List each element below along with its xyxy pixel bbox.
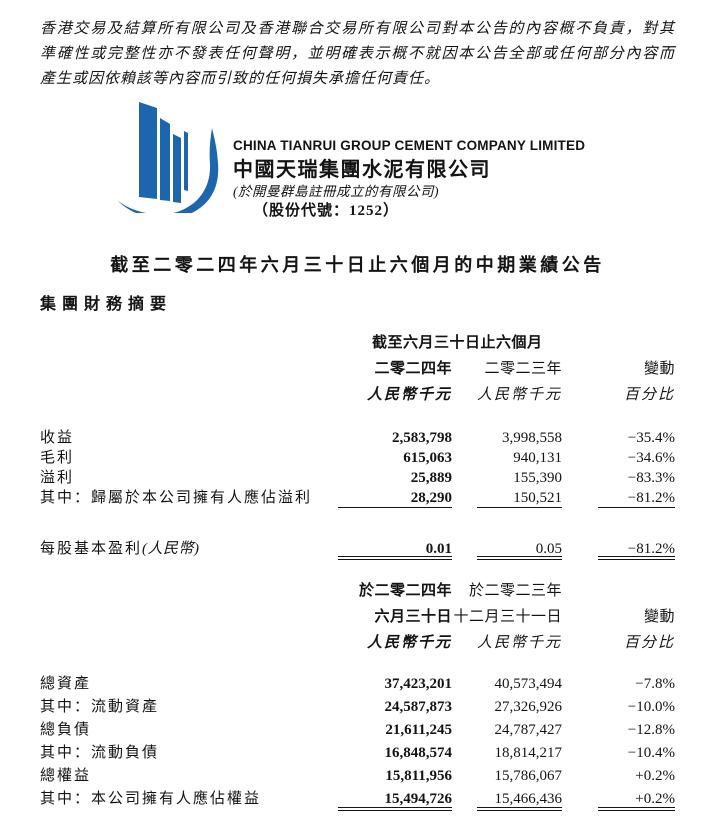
row-label: 毛利 xyxy=(40,450,75,466)
company-header: CHINA TIANRUI GROUP CEMENT COMPANY LIMIT… xyxy=(115,101,675,226)
change-value: −81.2% xyxy=(598,488,675,508)
disclaimer-line: 準確性或完整性亦不發表任何聲明，並明確表示概不就因本公告全部或任何部分內容而 xyxy=(40,46,675,62)
column-header-asof-2023: 於二零二三年 xyxy=(468,583,562,599)
value-prior: 15,786,067 xyxy=(494,768,563,784)
table-row: 總資產 37,423,201 40,573,494 −7.8% xyxy=(40,673,675,696)
row-label: 其中：流動資產 xyxy=(40,699,160,715)
row-label: 收益 xyxy=(40,430,75,446)
column-header-row: 於二零二四年 於二零二三年 xyxy=(40,578,675,604)
units-row: 人民幣千元 人民幣千元 百分比 xyxy=(40,630,675,656)
row-label: 總權益 xyxy=(40,768,92,784)
logo-bar-icon xyxy=(184,131,188,191)
value-current: 615,063 xyxy=(403,450,452,466)
disclaimer-line: 產生或因依賴該等內容而引致的任何損失承擔任何責任。 xyxy=(40,71,441,87)
income-summary-table: 截至六月三十日止六個月 二零二四年 二零二三年 變動 人民幣千元 人民幣千元 百… xyxy=(40,330,675,560)
section-heading: 集團財務摘要 xyxy=(40,296,173,313)
table-row: 總負債 21,611,245 24,787,427 −12.8% xyxy=(40,719,675,742)
row-label: 其中：流動負債 xyxy=(40,745,160,761)
table-row: 收益 2,583,798 3,998,558 −35.4% xyxy=(40,428,675,448)
value-current: 0.01 xyxy=(338,538,452,560)
column-header-row: 二零二四年 二零二三年 變動 xyxy=(40,356,675,382)
row-label: 總負債 xyxy=(40,722,92,738)
value-prior: 40,573,494 xyxy=(494,676,563,692)
value-current: 28,290 xyxy=(338,488,452,508)
row-label: 其中：本公司擁有人應佔權益 xyxy=(40,791,262,807)
value-current: 21,611,245 xyxy=(385,722,452,738)
value-current: 2,583,798 xyxy=(392,430,452,446)
row-label: 每股基本盈利 (人民幣) xyxy=(40,538,338,560)
change-value: −12.8% xyxy=(627,722,675,738)
table-row: 毛利 615,063 940,131 −34.6% xyxy=(40,448,675,468)
table-row: 其中：流動資產 24,587,873 27,326,926 −10.0% xyxy=(40,696,675,719)
unit-label: 人民幣千元 xyxy=(476,387,562,403)
column-header-date-2023: 十二月三十一日 xyxy=(453,609,562,625)
value-prior: 155,390 xyxy=(513,470,562,486)
value-prior: 15,466,436 xyxy=(477,788,562,811)
row-label: 總資產 xyxy=(40,676,92,692)
unit-label: 人民幣千元 xyxy=(366,387,452,403)
table-row: 溢利 25,889 155,390 −83.3% xyxy=(40,468,675,488)
value-prior: 0.05 xyxy=(477,538,562,560)
value-prior: 150,521 xyxy=(477,488,562,508)
change-value: −35.4% xyxy=(627,430,675,446)
column-header-date-2024: 六月三十日 xyxy=(374,609,452,625)
column-header-row: 六月三十日 十二月三十一日 變動 xyxy=(40,604,675,630)
period-header: 截至六月三十日止六個月 xyxy=(372,335,543,351)
value-prior: 940,131 xyxy=(513,450,562,466)
change-value: +0.2% xyxy=(598,788,675,811)
balance-summary-table: 於二零二四年 於二零二三年 六月三十日 十二月三十一日 變動 人民幣千元 人民幣… xyxy=(40,578,675,811)
logo-bar-icon xyxy=(139,102,157,199)
column-header-2024: 二零二四年 xyxy=(374,361,452,377)
unit-label: 百分比 xyxy=(623,635,675,651)
incorporation-note: (於開曼群島註冊成立的有限公司) xyxy=(233,184,439,199)
value-current: 37,423,201 xyxy=(384,676,453,692)
company-text-block: CHINA TIANRUI GROUP CEMENT COMPANY LIMIT… xyxy=(233,101,585,226)
income-table-rows: 收益 2,583,798 3,998,558 −35.4% 毛利 615,063 940,1… xyxy=(40,428,675,508)
value-prior: 3,998,558 xyxy=(502,430,562,446)
value-current: 25,889 xyxy=(410,470,452,486)
stock-code: （股份代號：1252） xyxy=(253,203,400,219)
column-header-change: 變動 xyxy=(643,609,675,625)
column-header-asof-2024: 於二零二四年 xyxy=(358,583,452,599)
announcement-title: 截至二零二四年六月三十日止六個月的中期業績公告 xyxy=(110,255,605,275)
table-row: 其中：歸屬於本公司擁有人應佔溢利 28,290 150,521 −81.2% xyxy=(40,488,675,508)
value-current: 15,811,956 xyxy=(385,768,452,784)
balance-table-rows: 總資產 37,423,201 40,573,494 −7.8% 其中：流動資產 24,58… xyxy=(40,673,675,811)
change-value: −7.8% xyxy=(635,676,675,692)
table-row: 總權益 15,811,956 15,786,067 +0.2% xyxy=(40,765,675,788)
exchange-disclaimer: 香港交易及結算所有限公司及香港聯合交易所有限公司對本公告的內容概不負責，對其 準… xyxy=(40,17,675,92)
unit-label: 人民幣千元 xyxy=(476,635,562,651)
value-prior: 27,326,926 xyxy=(494,699,563,715)
row-label: 其中：歸屬於本公司擁有人應佔溢利 xyxy=(40,490,313,506)
disclaimer-line: 香港交易及結算所有限公司及香港聯合交易所有限公司對本公告的內容概不負責，對其 xyxy=(40,21,675,37)
value-prior: 24,787,427 xyxy=(494,722,563,738)
value-current: 16,848,574 xyxy=(384,745,453,761)
value-current: 24,587,873 xyxy=(384,699,453,715)
row-label: 溢利 xyxy=(40,470,75,486)
unit-label: 人民幣千元 xyxy=(366,635,452,651)
value-current: 15,494,726 xyxy=(338,788,452,811)
column-header-change: 變動 xyxy=(643,361,675,377)
change-value: −81.2% xyxy=(598,538,675,560)
change-value: −10.4% xyxy=(627,745,675,761)
logo-bar-icon xyxy=(160,118,170,201)
eps-currency-note: (人民幣) xyxy=(142,541,200,557)
table-row: 其中：本公司擁有人應佔權益 15,494,726 15,466,436 +0.2% xyxy=(40,788,675,811)
logo-bar-icon xyxy=(173,134,181,203)
units-row: 人民幣千元 人民幣千元 百分比 xyxy=(40,382,675,408)
change-value: −83.3% xyxy=(627,470,675,486)
change-value: +0.2% xyxy=(635,768,675,784)
column-header-2023: 二零二三年 xyxy=(484,361,562,377)
company-name-english: CHINA TIANRUI GROUP CEMENT COMPANY LIMIT… xyxy=(233,138,586,153)
value-prior: 18,814,217 xyxy=(494,745,563,761)
change-value: −10.0% xyxy=(627,699,675,715)
company-logo-icon xyxy=(117,102,219,213)
company-name-chinese: 中國天瑞集團水泥有限公司 xyxy=(233,159,491,181)
table-row: 其中：流動負債 16,848,574 18,814,217 −10.4% xyxy=(40,742,675,765)
change-value: −34.6% xyxy=(627,450,675,466)
eps-row: 每股基本盈利 (人民幣) 0.01 0.05 −81.2% xyxy=(40,538,675,560)
unit-label: 百分比 xyxy=(623,387,675,403)
